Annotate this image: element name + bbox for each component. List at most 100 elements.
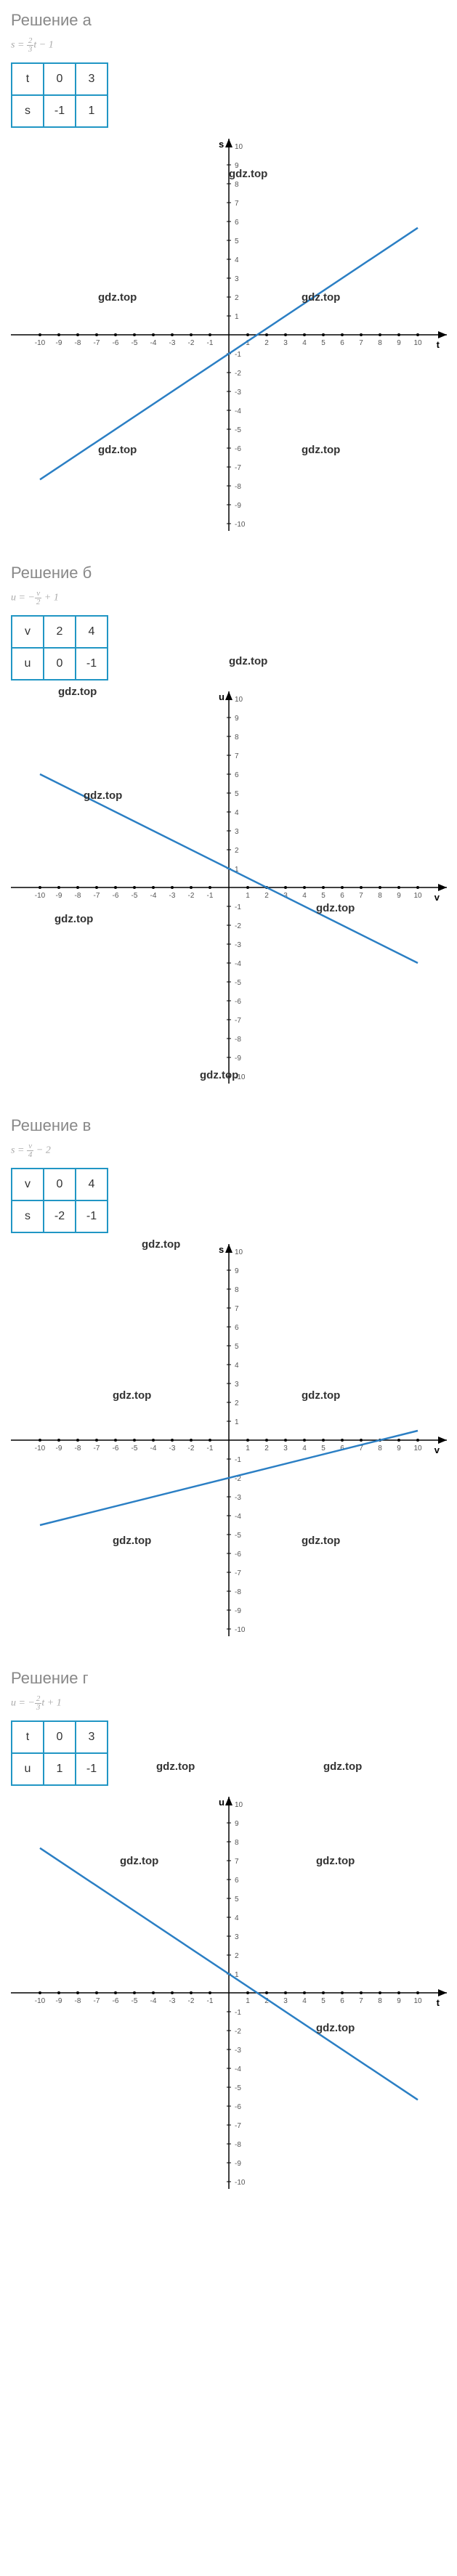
svg-text:-10: -10 bbox=[235, 1626, 246, 1634]
svg-text:-9: -9 bbox=[56, 339, 62, 347]
svg-text:-9: -9 bbox=[56, 892, 62, 900]
svg-text:t: t bbox=[437, 1997, 440, 2008]
svg-text:8: 8 bbox=[235, 1839, 239, 1847]
svg-text:-3: -3 bbox=[235, 2047, 241, 2055]
svg-text:5: 5 bbox=[235, 237, 239, 245]
table-cell: s bbox=[12, 1200, 44, 1232]
svg-text:1: 1 bbox=[235, 1418, 239, 1426]
svg-text:-8: -8 bbox=[235, 1036, 241, 1044]
svg-text:7: 7 bbox=[235, 752, 239, 760]
chart: -10-10-9-9-8-8-7-7-6-6-5-5-4-4-3-3-2-2-1… bbox=[11, 139, 447, 545]
svg-text:3: 3 bbox=[235, 828, 239, 836]
svg-text:8: 8 bbox=[235, 181, 239, 189]
svg-text:-4: -4 bbox=[235, 1513, 241, 1521]
svg-text:-8: -8 bbox=[235, 2141, 241, 2149]
svg-text:-9: -9 bbox=[235, 502, 241, 510]
svg-text:-8: -8 bbox=[75, 892, 81, 900]
svg-text:-7: -7 bbox=[94, 892, 100, 900]
table-cell: 3 bbox=[76, 1721, 108, 1753]
svg-text:-9: -9 bbox=[235, 1055, 241, 1063]
svg-text:-4: -4 bbox=[150, 1445, 157, 1452]
table-cell: 0 bbox=[44, 648, 76, 680]
chart: -10-10-9-9-8-8-7-7-6-6-5-5-4-4-3-3-2-2-1… bbox=[11, 691, 447, 1098]
value-table: v24u0-1 bbox=[11, 615, 108, 680]
svg-text:10: 10 bbox=[235, 696, 243, 704]
svg-text:-9: -9 bbox=[56, 1445, 62, 1452]
svg-text:4: 4 bbox=[302, 892, 307, 900]
table-cell: 1 bbox=[76, 95, 108, 127]
svg-text:1: 1 bbox=[235, 313, 239, 321]
svg-text:-10: -10 bbox=[35, 892, 46, 900]
svg-text:-7: -7 bbox=[235, 1569, 241, 1577]
svg-text:-10: -10 bbox=[235, 1073, 246, 1081]
svg-text:2: 2 bbox=[264, 892, 269, 900]
svg-text:1: 1 bbox=[246, 1997, 250, 2005]
svg-text:10: 10 bbox=[413, 1997, 422, 2005]
svg-text:10: 10 bbox=[413, 892, 422, 900]
svg-text:-2: -2 bbox=[235, 370, 241, 378]
svg-text:10: 10 bbox=[235, 1248, 243, 1256]
svg-text:-1: -1 bbox=[207, 892, 214, 900]
formula: u = −v2 + 1 bbox=[11, 590, 457, 606]
svg-text:-8: -8 bbox=[235, 483, 241, 491]
svg-text:-8: -8 bbox=[235, 1588, 241, 1596]
svg-text:9: 9 bbox=[397, 339, 401, 347]
svg-text:7: 7 bbox=[359, 892, 363, 900]
svg-text:-4: -4 bbox=[150, 339, 157, 347]
svg-text:-5: -5 bbox=[132, 1445, 138, 1452]
value-table: t03u1-1 bbox=[11, 1720, 108, 1786]
svg-text:4: 4 bbox=[235, 256, 239, 264]
solution-section: Решение вs = v4 − 2v04s-2-1-10-10-9-9-8-… bbox=[0, 1105, 457, 1651]
svg-text:-1: -1 bbox=[235, 351, 241, 359]
table-cell: -1 bbox=[44, 95, 76, 127]
svg-text:-5: -5 bbox=[235, 979, 241, 987]
svg-text:-2: -2 bbox=[188, 339, 195, 347]
table-cell: 4 bbox=[76, 1169, 108, 1200]
svg-text:u: u bbox=[219, 1797, 225, 1808]
svg-text:-10: -10 bbox=[235, 2179, 246, 2187]
table-cell: 1 bbox=[44, 1753, 76, 1785]
svg-text:-2: -2 bbox=[188, 1445, 195, 1452]
svg-text:6: 6 bbox=[235, 1877, 239, 1885]
svg-text:-8: -8 bbox=[75, 339, 81, 347]
svg-text:10: 10 bbox=[235, 143, 243, 151]
svg-text:-1: -1 bbox=[207, 339, 214, 347]
table-cell: -1 bbox=[76, 1200, 108, 1232]
svg-text:8: 8 bbox=[378, 892, 382, 900]
svg-text:u: u bbox=[219, 691, 225, 702]
value-table: t03s-11 bbox=[11, 62, 108, 128]
svg-text:-3: -3 bbox=[169, 1445, 176, 1452]
svg-text:3: 3 bbox=[235, 275, 239, 283]
svg-text:-5: -5 bbox=[132, 339, 138, 347]
svg-text:-1: -1 bbox=[207, 1445, 214, 1452]
svg-text:-3: -3 bbox=[169, 892, 176, 900]
svg-text:2: 2 bbox=[264, 339, 269, 347]
formula: s = 23t − 1 bbox=[11, 37, 457, 54]
section-title: Решение г bbox=[11, 1669, 457, 1688]
svg-text:8: 8 bbox=[235, 1286, 239, 1294]
svg-text:5: 5 bbox=[321, 1997, 325, 2005]
svg-text:6: 6 bbox=[235, 219, 239, 227]
svg-text:7: 7 bbox=[359, 1997, 363, 2005]
svg-text:-3: -3 bbox=[169, 339, 176, 347]
svg-text:9: 9 bbox=[397, 892, 401, 900]
table-cell: -1 bbox=[76, 1753, 108, 1785]
table-cell: s bbox=[12, 95, 44, 127]
value-table: v04s-2-1 bbox=[11, 1168, 108, 1233]
svg-text:5: 5 bbox=[321, 892, 325, 900]
svg-text:5: 5 bbox=[235, 790, 239, 798]
chart: -10-10-9-9-8-8-7-7-6-6-5-5-4-4-3-3-2-2-1… bbox=[11, 1244, 447, 1651]
svg-text:2: 2 bbox=[235, 1952, 239, 1960]
svg-text:3: 3 bbox=[283, 1445, 288, 1452]
svg-text:-2: -2 bbox=[235, 922, 241, 930]
table-cell: 0 bbox=[44, 1169, 76, 1200]
svg-text:9: 9 bbox=[235, 162, 239, 170]
svg-text:3: 3 bbox=[235, 1381, 239, 1389]
svg-text:-1: -1 bbox=[235, 2009, 241, 2017]
chart: -10-10-9-9-8-8-7-7-6-6-5-5-4-4-3-3-2-2-1… bbox=[11, 1797, 447, 2203]
svg-text:-3: -3 bbox=[169, 1997, 176, 2005]
formula: u = −23t + 1 bbox=[11, 1695, 457, 1712]
svg-text:-5: -5 bbox=[235, 426, 241, 434]
svg-text:9: 9 bbox=[235, 1267, 239, 1275]
table-cell: 0 bbox=[44, 63, 76, 95]
